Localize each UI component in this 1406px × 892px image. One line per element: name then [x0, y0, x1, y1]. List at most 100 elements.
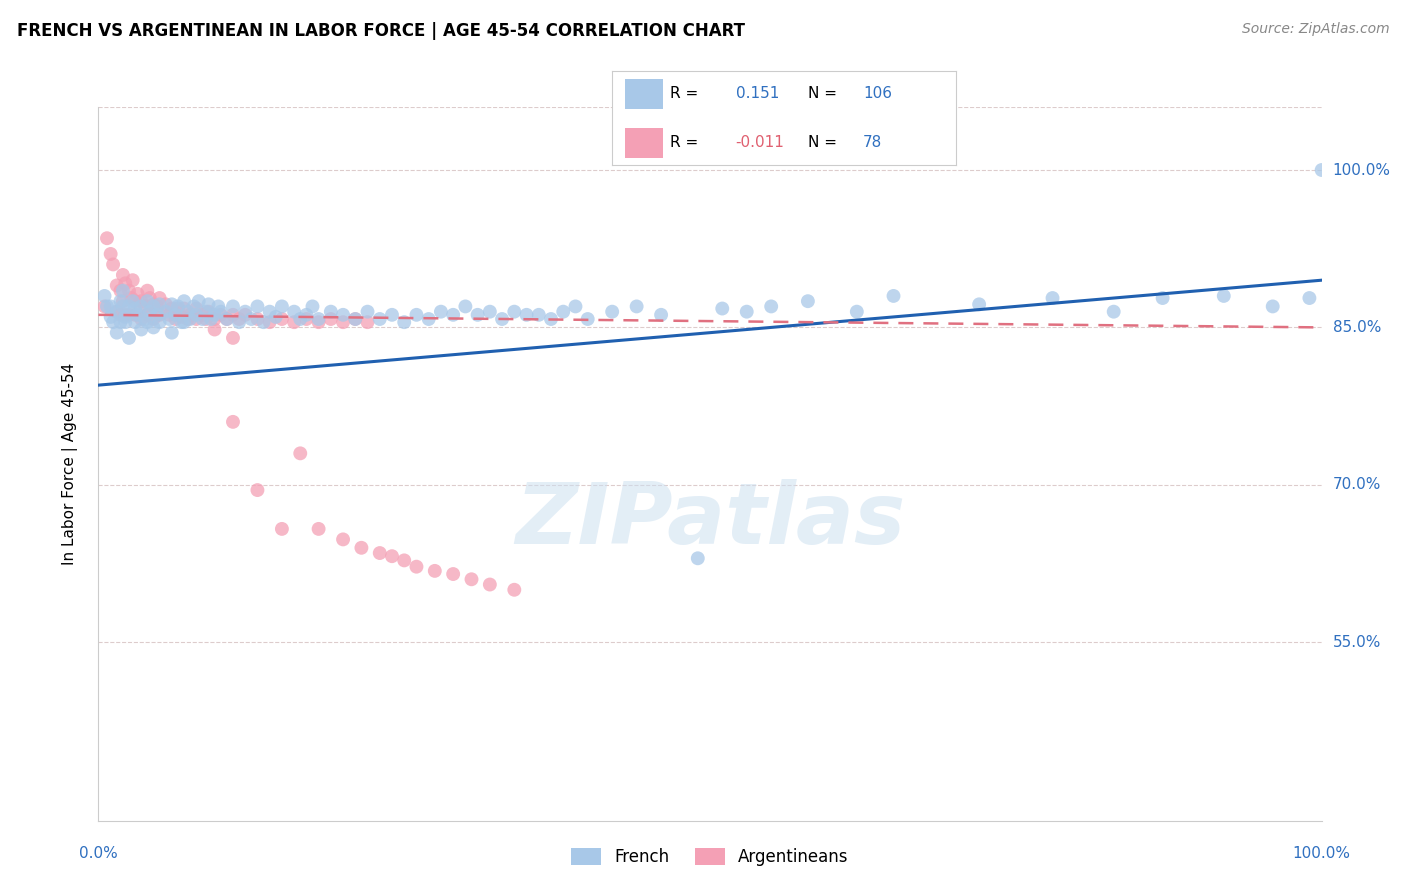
Point [350, 541, 373, 555]
Point [129, 294, 152, 309]
Point [344, 312, 367, 326]
Point [332, 533, 354, 547]
Point [576, 312, 599, 326]
Text: -0.011: -0.011 [735, 135, 785, 150]
Point [146, 300, 169, 314]
Point [626, 300, 648, 314]
Text: 85.0%: 85.0% [1333, 320, 1381, 334]
Point [173, 315, 195, 329]
Point [149, 315, 172, 329]
Point [110, 284, 132, 298]
Point [356, 304, 378, 318]
Point [290, 446, 312, 460]
Point [264, 310, 287, 324]
Text: N =: N = [808, 87, 837, 102]
Text: 100.0%: 100.0% [1292, 846, 1351, 861]
Point [124, 308, 146, 322]
Point [319, 312, 342, 326]
Point [124, 315, 146, 329]
Point [173, 301, 195, 316]
Point [761, 300, 783, 314]
Point [179, 312, 201, 326]
Point [110, 315, 132, 329]
Point [197, 304, 219, 318]
Point [233, 308, 256, 322]
Point [146, 308, 169, 322]
Point [110, 308, 132, 322]
Point [441, 308, 464, 322]
Point [105, 278, 128, 293]
Text: 70.0%: 70.0% [1333, 477, 1381, 492]
Point [252, 315, 274, 329]
Text: 55.0%: 55.0% [1333, 635, 1381, 649]
Point [129, 300, 152, 314]
Point [114, 315, 136, 329]
Point [430, 304, 453, 318]
Point [1212, 289, 1234, 303]
Point [100, 310, 122, 324]
Point [111, 300, 134, 314]
Point [204, 322, 226, 336]
Point [711, 301, 734, 316]
Point [503, 582, 526, 597]
Point [93, 300, 115, 314]
Point [124, 301, 146, 316]
Text: FRENCH VS ARGENTINEAN IN LABOR FORCE | AGE 45-54 CORRELATION CHART: FRENCH VS ARGENTINEAN IN LABOR FORCE | A… [17, 22, 745, 40]
Point [111, 268, 134, 282]
Point [368, 546, 391, 560]
Point [170, 310, 193, 324]
Point [527, 308, 550, 322]
Point [114, 308, 136, 322]
Point [142, 320, 165, 334]
Text: ZIPatlas: ZIPatlas [515, 479, 905, 563]
Point [100, 300, 122, 314]
Point [136, 284, 159, 298]
Point [160, 301, 183, 316]
Point [215, 312, 238, 326]
Point [308, 315, 330, 329]
Point [1261, 300, 1284, 314]
Point [207, 300, 229, 314]
Point [101, 257, 124, 271]
Point [110, 294, 132, 309]
Point [191, 312, 214, 326]
Point [93, 289, 115, 303]
Point [290, 312, 312, 326]
Point [270, 312, 294, 326]
Point [197, 297, 219, 311]
Point [139, 304, 162, 318]
Point [1102, 304, 1125, 318]
Point [423, 564, 446, 578]
Point [167, 301, 190, 316]
Point [186, 301, 208, 316]
Point [118, 284, 141, 298]
Point [105, 304, 128, 318]
Point [228, 315, 250, 329]
Point [129, 312, 152, 326]
Point [134, 312, 156, 326]
Point [222, 331, 245, 345]
Point [332, 315, 354, 329]
Point [1042, 291, 1064, 305]
Y-axis label: In Labor Force | Age 45-54: In Labor Force | Age 45-54 [62, 363, 77, 565]
Point [233, 304, 256, 318]
Point [222, 300, 245, 314]
Point [121, 273, 143, 287]
Bar [626, 128, 664, 158]
Point [381, 549, 404, 564]
Point [283, 315, 305, 329]
Point [105, 326, 128, 340]
Point [441, 567, 464, 582]
Point [124, 294, 146, 309]
Point [1152, 291, 1174, 305]
Point [149, 291, 172, 305]
Point [155, 304, 177, 318]
Legend: French, Argentineans: French, Argentineans [565, 841, 855, 873]
Text: 100.0%: 100.0% [1333, 162, 1391, 178]
Point [187, 294, 209, 309]
Point [127, 286, 149, 301]
Point [270, 522, 294, 536]
Text: 0.151: 0.151 [735, 87, 779, 102]
Point [114, 277, 136, 291]
Point [295, 308, 318, 322]
